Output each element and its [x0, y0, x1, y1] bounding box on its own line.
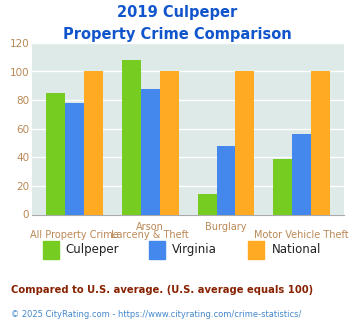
Bar: [217, 146, 235, 214]
Bar: [198, 194, 217, 214]
Text: National: National: [272, 243, 321, 256]
Text: Compared to U.S. average. (U.S. average equals 100): Compared to U.S. average. (U.S. average …: [11, 285, 313, 295]
Text: 2019 Culpeper: 2019 Culpeper: [118, 5, 237, 20]
Bar: [46, 93, 65, 214]
Bar: [292, 134, 311, 214]
Bar: [273, 159, 292, 214]
Text: Larceny & Theft: Larceny & Theft: [111, 230, 189, 240]
Text: Property Crime Comparison: Property Crime Comparison: [63, 27, 292, 42]
Bar: [141, 89, 160, 214]
Text: Virginia: Virginia: [172, 243, 217, 256]
Text: © 2025 CityRating.com - https://www.cityrating.com/crime-statistics/: © 2025 CityRating.com - https://www.city…: [11, 310, 301, 318]
Bar: [160, 72, 179, 214]
Text: Burglary: Burglary: [205, 222, 247, 232]
Bar: [84, 72, 103, 214]
Text: Motor Vehicle Theft: Motor Vehicle Theft: [255, 230, 349, 240]
Text: All Property Crime: All Property Crime: [30, 230, 119, 240]
Text: Arson: Arson: [136, 222, 164, 232]
Text: Culpeper: Culpeper: [66, 243, 119, 256]
Bar: [311, 72, 330, 214]
Bar: [235, 72, 255, 214]
Bar: [65, 103, 84, 214]
Bar: [122, 60, 141, 214]
